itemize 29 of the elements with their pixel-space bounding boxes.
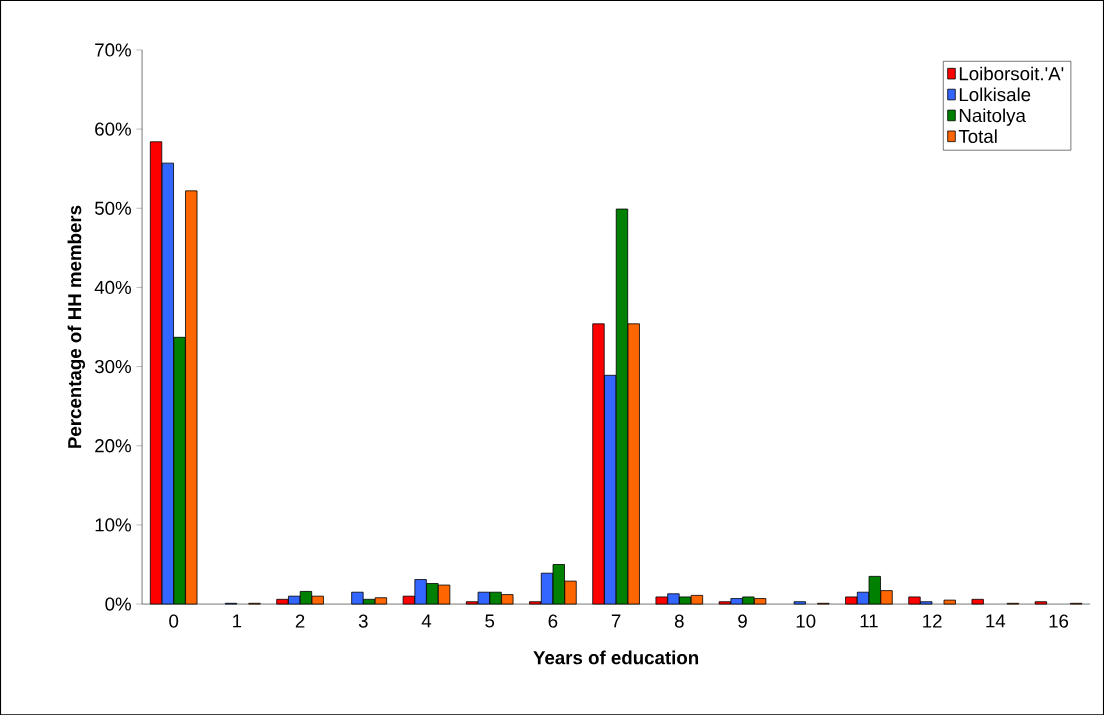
x-tick-label: 11 [860, 614, 878, 628]
y-tick-label: 70% [95, 43, 131, 57]
y-tick-label: 40% [94, 280, 131, 294]
legend-label: Total [958, 129, 997, 143]
y-tick-label: 60% [95, 122, 131, 136]
y-tick-label: 10% [95, 518, 131, 532]
x-tick-label: 2 [295, 614, 305, 628]
x-tick-label: 6 [548, 614, 558, 628]
x-axis-title: Years of education [533, 650, 699, 665]
x-tick-label: 1 [233, 614, 242, 628]
y-tick-label: 20% [95, 438, 131, 453]
x-tick-label: 7 [611, 614, 621, 628]
legend-label: Lolkisale [959, 87, 1031, 102]
y-axis-title: Percentage of HH members [67, 205, 86, 448]
x-tick-label: 4 [421, 614, 432, 628]
y-tick-label: 30% [94, 359, 131, 373]
x-tick-label: 9 [738, 614, 747, 628]
x-tick-label: 5 [485, 614, 495, 628]
y-tick-label: 0% [105, 597, 131, 611]
x-tick-label: 14 [986, 614, 1006, 628]
x-tick-label: 10 [796, 614, 816, 628]
x-tick-label: 0 [169, 614, 179, 628]
legend-label: Loiborsoit.'A' [959, 66, 1064, 81]
legend-label: Naitolya [959, 108, 1026, 126]
x-tick-label: 8 [674, 614, 684, 628]
x-tick-label: 16 [1049, 614, 1069, 628]
x-tick-label: 12 [923, 614, 942, 628]
x-tick-label: 3 [358, 614, 368, 628]
y-tick-label: 50% [95, 201, 131, 215]
